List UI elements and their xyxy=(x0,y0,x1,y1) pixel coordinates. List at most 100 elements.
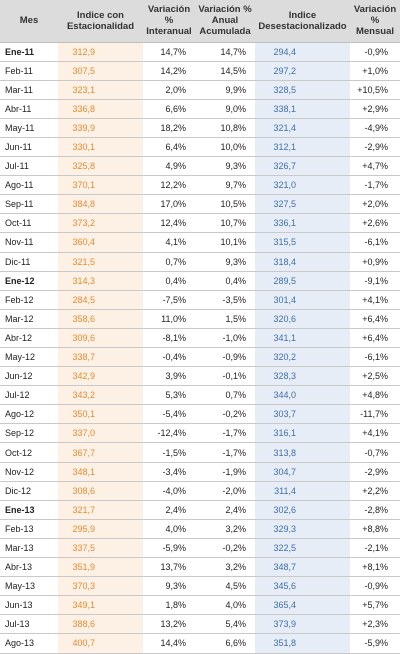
variacion-anual-cell: 10,5% xyxy=(195,194,255,215)
variacion-anual-cell: 10,0% xyxy=(195,137,255,158)
month-cell: Ene-12 xyxy=(0,271,58,291)
variacion-anual-cell: 3,2% xyxy=(195,557,255,578)
table-row: Ago-13 400,7 14,4% 6,6% 351,8 -5,9% xyxy=(0,633,400,654)
month-cell: Oct-11 xyxy=(0,213,58,234)
indice-desestacionalizado-cell: 351,8 xyxy=(255,633,350,654)
variacion-mensual-cell: -5,9% xyxy=(350,633,400,654)
indice-estacionalidad-cell: 400,7 xyxy=(58,633,143,654)
table-row: Abr-13 351,9 13,7% 3,2% 348,7 +8,1% xyxy=(0,557,400,578)
table-row: Oct-12 367,7 -1,5% -1,7% 313,8 -0,7% xyxy=(0,442,400,463)
month-cell: Jul-13 xyxy=(0,614,58,635)
variacion-interanual-cell: -5,4% xyxy=(143,404,195,425)
variacion-mensual-cell: +8,1% xyxy=(350,557,400,578)
month-cell: Mar-12 xyxy=(0,309,58,329)
month-cell: Nov-12 xyxy=(0,462,58,482)
indice-estacionalidad-cell: 336,8 xyxy=(58,99,143,119)
table-row: Feb-12 284,5 -7,5% -3,5% 301,4 +4,1% xyxy=(0,290,400,310)
variacion-interanual-cell: 9,3% xyxy=(143,576,195,597)
variacion-mensual-cell: +2,2% xyxy=(350,481,400,501)
table-row: Mar-13 337,5 -5,9% -0,2% 322,5 -2,1% xyxy=(0,538,400,559)
variacion-anual-cell: 6,6% xyxy=(195,633,255,654)
header-indice-estacionalidad: Indice con Estacionalidad xyxy=(58,0,143,43)
variacion-mensual-cell: +2,3% xyxy=(350,614,400,635)
indice-desestacionalizado-cell: 328,5 xyxy=(255,80,350,100)
month-cell: Abr-13 xyxy=(0,557,58,578)
variacion-mensual-cell: -9,1% xyxy=(350,271,400,291)
table-row: Abr-12 309,6 -8,1% -1,0% 341,1 +6,4% xyxy=(0,328,400,349)
month-cell: May-13 xyxy=(0,576,58,597)
indice-estacionalidad-cell: 337,0 xyxy=(58,423,143,444)
indice-estacionalidad-cell: 284,5 xyxy=(58,290,143,310)
month-cell: Jun-11 xyxy=(0,137,58,158)
variacion-interanual-cell: 11,0% xyxy=(143,309,195,329)
variacion-interanual-cell: 6,4% xyxy=(143,137,195,158)
month-cell: Feb-11 xyxy=(0,61,58,81)
variacion-anual-cell: -0,1% xyxy=(195,366,255,387)
indice-estacionalidad-cell: 348,1 xyxy=(58,462,143,482)
variacion-interanual-cell: 1,8% xyxy=(143,595,195,616)
indice-estacionalidad-cell: 388,6 xyxy=(58,614,143,635)
variacion-anual-cell: 5,4% xyxy=(195,614,255,635)
variacion-mensual-cell: +10,5% xyxy=(350,80,400,100)
month-cell: Jun-13 xyxy=(0,595,58,616)
table-row: Jun-11 330,1 6,4% 10,0% 312,1 -2,9% xyxy=(0,137,400,158)
header-variacion-anual-acumulada: Variación % Anual Acumulada xyxy=(195,0,255,43)
variacion-anual-cell: 9,7% xyxy=(195,175,255,196)
month-cell: May-11 xyxy=(0,118,58,138)
table-row: Mar-11 323,1 2,0% 9,9% 328,5 +10,5% xyxy=(0,80,400,100)
table-row: Jul-11 325,8 4,9% 9,3% 326,7 +4,7% xyxy=(0,156,400,177)
indice-estacionalidad-cell: 373,2 xyxy=(58,213,143,234)
variacion-anual-cell: 10,7% xyxy=(195,213,255,234)
indice-desestacionalizado-cell: 348,7 xyxy=(255,557,350,578)
table-row: Abr-11 336,8 6,6% 9,0% 338,1 +2,9% xyxy=(0,99,400,119)
indice-estacionalidad-cell: 338,7 xyxy=(58,347,143,368)
variacion-anual-cell: 4,0% xyxy=(195,595,255,616)
indice-desestacionalizado-cell: 322,5 xyxy=(255,538,350,559)
variacion-interanual-cell: -1,5% xyxy=(143,442,195,463)
indice-estacionalidad-cell: 312,9 xyxy=(58,42,143,62)
variacion-interanual-cell: 6,6% xyxy=(143,99,195,119)
table-row: Dic-12 308,6 -4,0% -2,0% 311,4 +2,2% xyxy=(0,481,400,501)
indice-estacionalidad-cell: 343,2 xyxy=(58,385,143,406)
indice-desestacionalizado-cell: 320,6 xyxy=(255,309,350,329)
indice-estacionalidad-cell: 339,9 xyxy=(58,118,143,138)
indice-desestacionalizado-cell: 318,4 xyxy=(255,252,350,272)
month-cell: Ago-13 xyxy=(0,633,58,654)
indice-estacionalidad-cell: 370,3 xyxy=(58,576,143,597)
indice-estacionalidad-cell: 314,3 xyxy=(58,271,143,291)
table-body: Ene-11 312,9 14,7% 14,7% 294,4 -0,9% Feb-11 307… xyxy=(0,42,400,654)
variacion-anual-cell: 9,3% xyxy=(195,252,255,272)
variacion-interanual-cell: 14,2% xyxy=(143,61,195,81)
table-row: Sep-11 384,8 17,0% 10,5% 327,5 +2,0% xyxy=(0,194,400,215)
table-row: Jun-12 342,9 3,9% -0,1% 328,3 +2,5% xyxy=(0,366,400,387)
month-cell: Mar-13 xyxy=(0,538,58,559)
indice-estacionalidad-cell: 370,1 xyxy=(58,175,143,196)
table-row: Jul-13 388,6 13,2% 5,4% 373,9 +2,3% xyxy=(0,614,400,635)
variacion-anual-cell: -1,0% xyxy=(195,328,255,349)
variacion-interanual-cell: -12,4% xyxy=(143,423,195,444)
variacion-interanual-cell: 14,7% xyxy=(143,42,195,62)
variacion-anual-cell: 0,7% xyxy=(195,385,255,406)
variacion-interanual-cell: 13,2% xyxy=(143,614,195,635)
variacion-interanual-cell: 4,9% xyxy=(143,156,195,177)
variacion-anual-cell: 9,0% xyxy=(195,99,255,119)
variacion-mensual-cell: -0,9% xyxy=(350,42,400,62)
variacion-anual-cell: 3,2% xyxy=(195,519,255,539)
table-row: Feb-11 307,5 14,2% 14,5% 297,2 +1,0% xyxy=(0,61,400,81)
variacion-mensual-cell: -1,7% xyxy=(350,175,400,196)
month-cell: Feb-13 xyxy=(0,519,58,539)
month-cell: May-12 xyxy=(0,347,58,368)
variacion-interanual-cell: 12,2% xyxy=(143,175,195,196)
indice-estacionalidad-cell: 351,9 xyxy=(58,557,143,578)
variacion-mensual-cell: +1,0% xyxy=(350,61,400,81)
month-cell: Feb-12 xyxy=(0,290,58,310)
variacion-mensual-cell: -2,1% xyxy=(350,538,400,559)
variacion-interanual-cell: 17,0% xyxy=(143,194,195,215)
variacion-anual-cell: 9,9% xyxy=(195,80,255,100)
table-row: Sep-12 337,0 -12,4% -1,7% 316,1 +4,1% xyxy=(0,423,400,444)
variacion-anual-cell: 14,5% xyxy=(195,61,255,81)
variacion-anual-cell: -2,0% xyxy=(195,481,255,501)
variacion-anual-cell: 4,5% xyxy=(195,576,255,597)
month-cell: Oct-12 xyxy=(0,442,58,463)
header-mes: Mes xyxy=(0,0,58,43)
